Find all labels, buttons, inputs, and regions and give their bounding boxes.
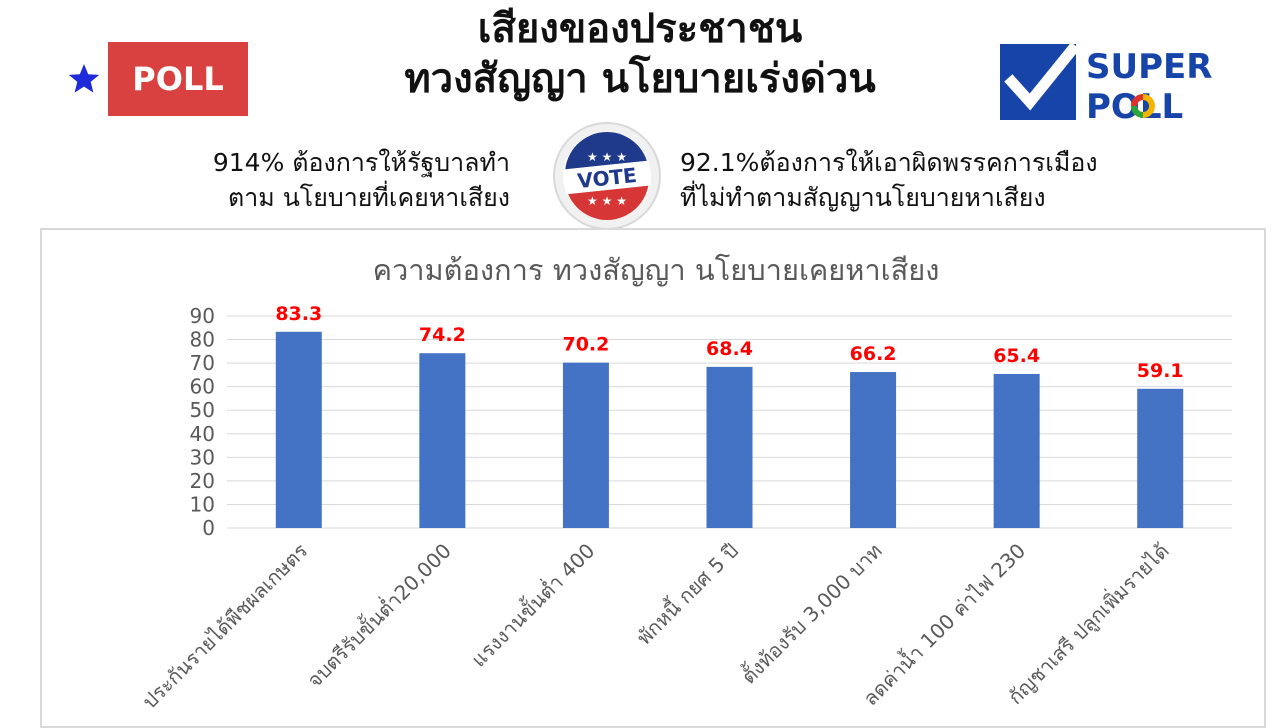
bar bbox=[850, 372, 897, 528]
data-label: 68.4 bbox=[706, 338, 753, 360]
color-ring-accent bbox=[1131, 94, 1144, 107]
data-label: 66.2 bbox=[850, 343, 897, 365]
data-label: 70.2 bbox=[562, 334, 609, 356]
vote-badge-icon: ★ ★ ★ ★ ★ ★ VOTE bbox=[553, 122, 661, 230]
stat-right-line-1: 92.1%ต้องการให้เอาผิดพรรคการเมือง bbox=[680, 148, 1098, 177]
x-tick-label: กัญชาเสรี ปลูกเพิ่มรายได้ bbox=[1002, 537, 1175, 710]
x-tick-label: แรงงานขั้นต่ำ 400 bbox=[465, 537, 599, 671]
x-tick-label: จบตรีรับขั้นต่ำ20,000 bbox=[301, 537, 456, 692]
bars bbox=[275, 331, 1184, 528]
stat-right-line-2: ที่ไม่ทำตามสัญญานโยบายหาเสียง bbox=[680, 183, 1046, 212]
bar bbox=[275, 331, 322, 528]
bar-chart: ความต้องการ ทวงสัญญา นโยบายเคยหาเสียง 01… bbox=[137, 253, 1232, 713]
y-tick-label: 90 bbox=[190, 304, 215, 328]
data-label: 74.2 bbox=[419, 324, 466, 346]
stat-right: 92.1%ต้องการให้เอาผิดพรรคการเมือง ที่ไม่… bbox=[680, 145, 1270, 215]
y-tick-label: 10 bbox=[190, 492, 215, 516]
data-labels: 83.3 74.2 70.2 68.4 66.2 65.4 59.1 bbox=[275, 303, 1183, 382]
x-tick-label: พักหนี้ กยศ 5 ปี bbox=[630, 537, 743, 650]
poll-logo-text: POLL bbox=[132, 60, 223, 98]
x-tick-label: ลดค่าน้ำ 100 ค่าไฟ 230 bbox=[857, 537, 1030, 710]
svg-text:★ ★ ★: ★ ★ ★ bbox=[587, 150, 627, 164]
poll-logo-box bbox=[108, 42, 248, 116]
data-label: 59.1 bbox=[1137, 360, 1184, 382]
bar bbox=[1137, 388, 1184, 528]
stat-left-line-2: ตาม นโยบายที่เคยหาเสียง bbox=[228, 183, 510, 212]
data-label: 65.4 bbox=[993, 345, 1040, 367]
poll-logo: POLL bbox=[68, 42, 248, 116]
stat-left: 914% ต้องการให้รัฐบาลทำ ตาม นโยบายที่เคย… bbox=[60, 145, 510, 215]
page-title-line-1: เสียงของประชาชน bbox=[477, 6, 803, 52]
x-tick-label: ตั้งท้องรับ 3,000 บาท bbox=[735, 537, 886, 688]
y-tick-label: 40 bbox=[190, 422, 215, 446]
color-ring-accent-2 bbox=[1131, 105, 1144, 118]
bar bbox=[562, 362, 609, 528]
page-title-line-2: ทวงสัญญา นโยบายเร่งด่วน bbox=[404, 56, 876, 102]
data-label: 83.3 bbox=[275, 303, 322, 325]
star-icon bbox=[68, 64, 100, 93]
y-tick-label: 50 bbox=[190, 398, 215, 422]
x-tick-label: ประกันรายได้พืชผลเกษตร bbox=[137, 538, 312, 713]
super-poll-logo: SUPER POLL bbox=[1000, 42, 1212, 122]
y-tick-label: 30 bbox=[190, 445, 215, 469]
y-tick-label: 80 bbox=[190, 328, 215, 352]
stat-left-line-1: 914% ต้องการให้รัฐบาลทำ bbox=[212, 148, 510, 177]
super-poll-logo-word-1: SUPER bbox=[1086, 47, 1212, 87]
y-tick-label: 60 bbox=[190, 375, 215, 399]
y-tick-label: 70 bbox=[190, 351, 215, 375]
bar bbox=[419, 353, 466, 528]
svg-text:★ ★ ★: ★ ★ ★ bbox=[587, 194, 627, 208]
x-axis-ticks: ประกันรายได้พืชผลเกษตรจบตรีรับขั้นต่ำ20,… bbox=[137, 537, 1174, 713]
y-tick-label: 20 bbox=[190, 469, 215, 493]
chart-title: ความต้องการ ทวงสัญญา นโยบายเคยหาเสียง bbox=[373, 253, 940, 287]
y-tick-label: 0 bbox=[202, 516, 215, 540]
bar bbox=[706, 366, 753, 528]
check-icon bbox=[1004, 42, 1080, 111]
bar bbox=[993, 373, 1040, 528]
